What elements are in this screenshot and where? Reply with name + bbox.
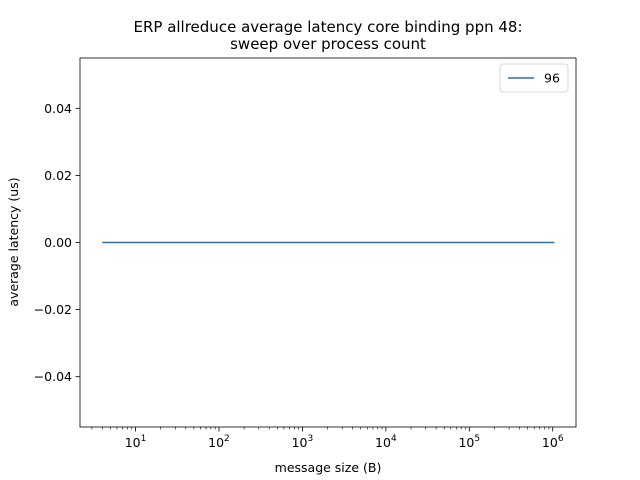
plot-area: 101 102 103 104 105 106 0.04 0.02 0.00 −0.02 −0.04… <box>34 57 577 450</box>
y-tick-label: −0.02 <box>34 302 72 317</box>
x-tick-label: 101 <box>125 434 147 450</box>
x-tick-label: 106 <box>542 434 564 450</box>
chart-title-line2: sweep over process count <box>230 35 426 53</box>
y-tick-label: −0.04 <box>34 369 72 384</box>
y-tick-label: 0.04 <box>44 101 72 116</box>
x-tick-label: 104 <box>375 434 397 450</box>
x-tick-label: 103 <box>292 434 314 450</box>
y-tick-label: 0.02 <box>44 168 72 183</box>
legend-label-96: 96 <box>544 71 560 86</box>
y-tick-label: 0.00 <box>44 235 72 250</box>
x-tick-label: 105 <box>458 434 480 450</box>
x-axis-label: message size (B) <box>275 460 382 475</box>
x-tick-label: 102 <box>208 434 230 450</box>
y-axis-label: average latency (us) <box>6 177 21 306</box>
chart-title-line1: ERP allreduce average latency core bindi… <box>133 18 522 36</box>
